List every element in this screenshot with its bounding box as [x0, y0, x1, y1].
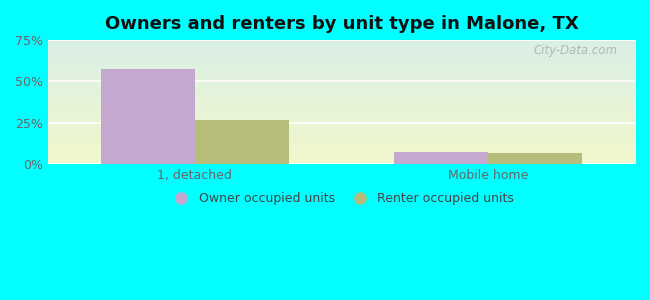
Text: City-Data.com: City-Data.com: [533, 44, 618, 57]
Bar: [395, 152, 488, 164]
Title: Owners and renters by unit type in Malone, TX: Owners and renters by unit type in Malon…: [105, 15, 578, 33]
Bar: [488, 154, 582, 164]
Bar: [101, 69, 194, 164]
Legend: Owner occupied units, Renter occupied units: Owner occupied units, Renter occupied un…: [164, 187, 519, 210]
Bar: [194, 120, 289, 164]
